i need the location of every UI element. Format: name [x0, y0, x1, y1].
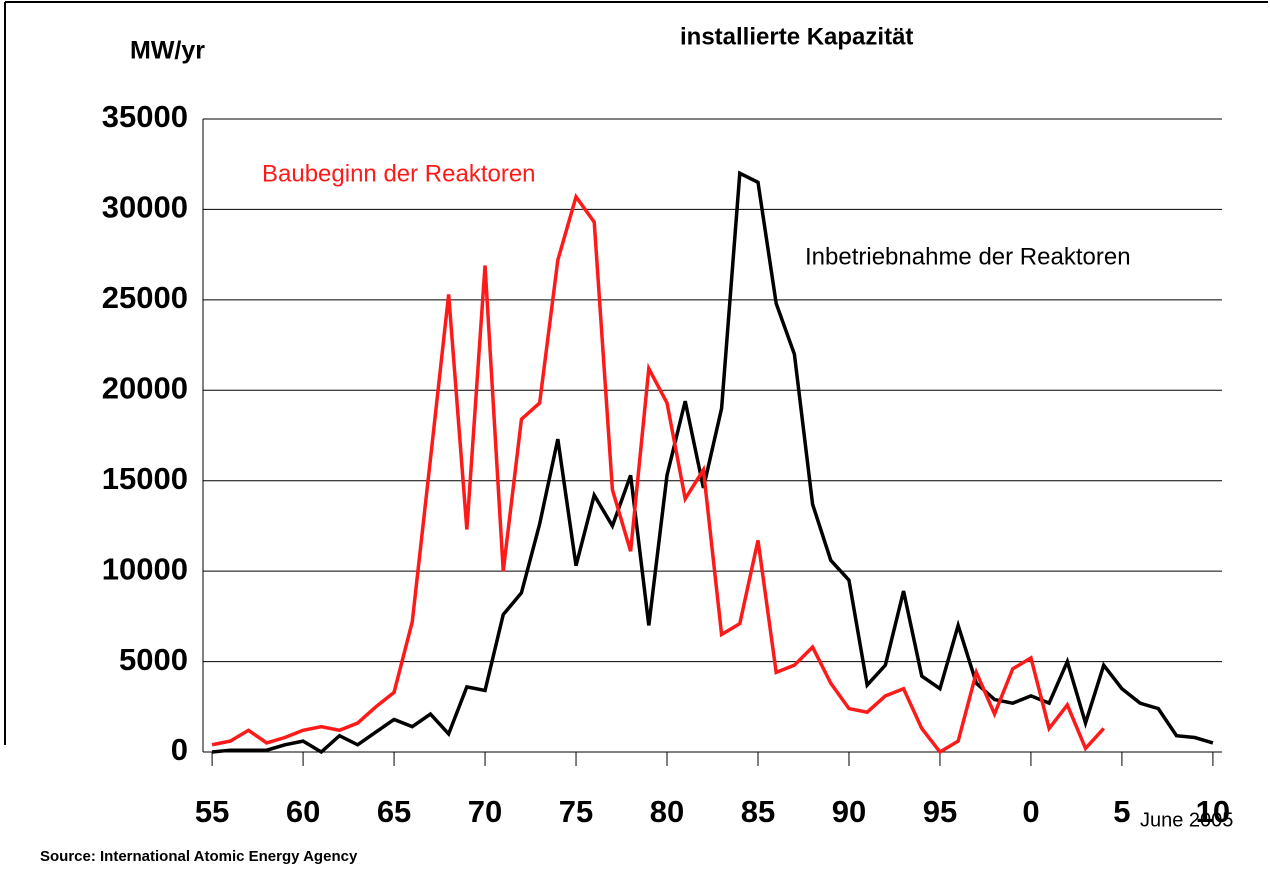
x-tick-label: 0 — [1022, 794, 1039, 829]
x-tick-label: 90 — [832, 794, 866, 829]
y-tick-label: 35000 — [102, 99, 188, 134]
y-tick-label: 25000 — [102, 280, 188, 315]
y-tick-label: 10000 — [102, 551, 188, 586]
y-tick-label: 5000 — [119, 642, 188, 677]
x-tick-label: 10 — [1196, 794, 1230, 829]
series-line — [211, 170, 1214, 755]
series-label: Inbetriebnahme der Reaktoren — [805, 243, 1131, 270]
y-axis-label: MW/yr — [130, 37, 205, 65]
source-note: Source: International Atomic Energy Agen… — [40, 848, 358, 865]
x-tick-label: 75 — [559, 794, 593, 829]
y-tick-label: 15000 — [102, 461, 188, 496]
x-tick-label: 60 — [286, 794, 320, 829]
y-tick-label: 20000 — [102, 370, 188, 405]
x-tick-label: 55 — [195, 794, 229, 829]
chart-title: installierte Kapazität — [680, 23, 913, 50]
y-tick-label: 0 — [171, 732, 188, 767]
y-tick-label: 30000 — [102, 190, 188, 225]
x-tick-label: 5 — [1113, 794, 1130, 829]
x-tick-label: 65 — [377, 794, 411, 829]
date-note: June 2005 — [1140, 809, 1233, 831]
x-tick-label: 95 — [923, 794, 957, 829]
series-label: Baubeginn der Reaktoren — [262, 160, 536, 187]
x-tick-label: 85 — [741, 794, 775, 829]
x-tick-label: 80 — [650, 794, 684, 829]
series-line — [211, 192, 1106, 755]
x-tick-label: 70 — [468, 794, 502, 829]
